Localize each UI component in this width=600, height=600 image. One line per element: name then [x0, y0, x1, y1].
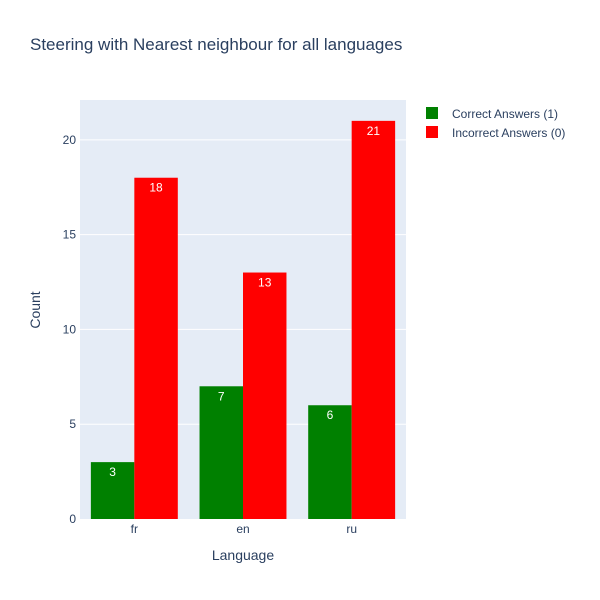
- x-axis-title: Language: [212, 547, 275, 563]
- y-tick-label: 0: [69, 512, 76, 526]
- legend-item-label[interactable]: Incorrect Answers (0): [452, 126, 565, 140]
- bar-value-label: 7: [218, 389, 225, 403]
- y-axis-title: Count: [27, 291, 43, 328]
- x-tick-label: fr: [131, 522, 138, 536]
- bar-en-series-0[interactable]: [199, 386, 243, 519]
- bar-en-series-1[interactable]: [243, 272, 287, 519]
- bar-value-label: 13: [258, 276, 272, 290]
- bar-value-label: 3: [109, 465, 116, 479]
- bar-value-label: 21: [367, 124, 381, 138]
- bar-fr-series-1[interactable]: [134, 177, 178, 519]
- legend-swatch[interactable]: [426, 126, 438, 138]
- bar-fr-series-0[interactable]: [90, 462, 135, 519]
- bar-ru-series-1[interactable]: [351, 120, 396, 520]
- x-tick-label: en: [236, 522, 249, 536]
- bars: [90, 120, 396, 520]
- bar-value-label: 6: [327, 408, 334, 422]
- bar-labels: 3 18 7 13 6 21: [109, 124, 380, 479]
- legend-swatch[interactable]: [426, 107, 438, 119]
- legend[interactable]: Correct Answers (1) Incorrect Answers (0): [426, 107, 565, 140]
- x-axis-ticks: fr en ru: [131, 522, 357, 536]
- y-tick-label: 20: [63, 133, 77, 147]
- y-tick-label: 15: [63, 228, 77, 242]
- bar-ru-series-0[interactable]: [308, 405, 352, 519]
- y-axis-ticks: 0 5 10 15 20: [63, 133, 77, 526]
- bar-value-label: 18: [149, 181, 163, 195]
- y-tick-label: 5: [69, 417, 76, 431]
- legend-item-label[interactable]: Correct Answers (1): [452, 107, 558, 121]
- x-tick-label: ru: [346, 522, 357, 536]
- y-tick-label: 10: [63, 322, 77, 336]
- chart-title: Steering with Nearest neighbour for all …: [30, 35, 402, 54]
